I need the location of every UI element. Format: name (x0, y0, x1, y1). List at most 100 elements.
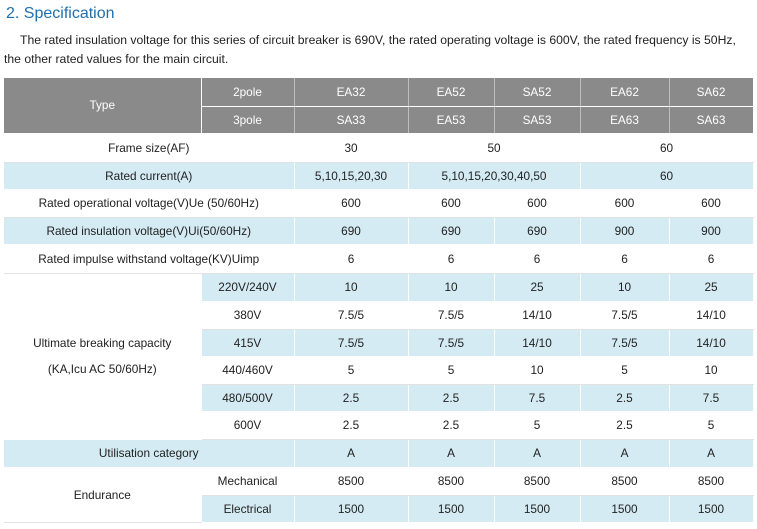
cell-value: 25 (494, 273, 581, 302)
cell-value: 10 (294, 273, 409, 302)
cell-value: 2.5 (294, 411, 409, 440)
cell-value: 8500 (294, 467, 409, 496)
voltage-label: 440/460V (201, 356, 295, 385)
cell-value: 7.5 (494, 384, 581, 412)
cell-value: 5 (669, 411, 754, 440)
model-3pole: SA53 (494, 106, 581, 134)
row-label: Frame size(AF) (4, 133, 295, 163)
model-2pole: EA62 (580, 78, 670, 107)
endurance-label: Endurance (4, 467, 202, 523)
voltage-label: 220V/240V (201, 273, 295, 302)
row-label: Rated insulation voltage(V)Ui(50/60Hz) (4, 217, 295, 245)
row-label: Utilisation category (4, 439, 295, 468)
row-label: Rated operational voltage(V)Ue (50/60Hz) (4, 189, 295, 218)
cell-value: 7.5/5 (294, 301, 409, 330)
cell-value: 2.5 (580, 384, 670, 412)
model-3pole: EA63 (580, 106, 670, 134)
mechanical-row: Endurance Mechanical 8500 8500 8500 8500… (4, 467, 754, 523)
cell-value: 6 (669, 244, 754, 274)
cell-value: 14/10 (669, 301, 754, 330)
cell-value: 10 (669, 356, 754, 385)
ue-row: Rated operational voltage(V)Ue (50/60Hz)… (4, 189, 754, 218)
cell-value: 1500 (294, 495, 409, 523)
cell-value: 7.5/5 (294, 329, 409, 357)
cell-value: 1500 (669, 495, 754, 523)
cell-value: 5,10,15,20,30 (294, 162, 409, 190)
cell-value: 8500 (408, 467, 495, 496)
cell-value: A (669, 439, 754, 468)
ui-row: Rated insulation voltage(V)Ui(50/60Hz) 6… (4, 217, 754, 245)
pole2-label: 2pole (201, 78, 295, 107)
cell-value: 8500 (669, 467, 754, 496)
cell-value: 900 (669, 217, 754, 245)
cell-value: 600 (669, 189, 754, 218)
sub-label: Mechanical (201, 467, 295, 496)
cell-value: 10 (580, 273, 670, 302)
cell-value: 8500 (580, 467, 670, 496)
cell-value: 7.5/5 (580, 329, 670, 357)
cell-value: 690 (408, 217, 495, 245)
cell-value: 5 (294, 356, 409, 385)
cell-value: 600 (580, 189, 670, 218)
breaking-row-220: Ultimate breaking capacity (KA,Icu AC 50… (4, 273, 754, 440)
voltage-label: 600V (201, 411, 295, 440)
cell-value: 7.5/5 (408, 301, 495, 330)
cell-value: 10 (494, 356, 581, 385)
uimp-row: Rated impulse withstand voltage(KV)Uimp … (4, 244, 754, 274)
model-2pole: SA62 (669, 78, 754, 107)
type-header: Type (4, 78, 202, 134)
model-2pole: EA52 (408, 78, 495, 107)
breaking-capacity-label: Ultimate breaking capacity (KA,Icu AC 50… (4, 273, 202, 440)
header-row-2pole: Type 2pole EA32 EA52 SA52 EA62 SA62 (4, 78, 754, 134)
cell-value: 10 (408, 273, 495, 302)
breaking-label-1: Ultimate breaking capacity (33, 336, 172, 350)
section-heading: 2. Specification (6, 5, 115, 22)
row-label: Rated current(A) (4, 162, 295, 190)
cell-value: 5,10,15,20,30,40,50 (408, 162, 581, 190)
cell-value: 14/10 (494, 329, 581, 357)
cell-value: 8500 (494, 467, 581, 496)
pole3-label: 3pole (201, 106, 295, 134)
cell-value: 7.5 (669, 384, 754, 412)
voltage-label: 380V (201, 301, 295, 330)
cell-value: 600 (294, 189, 409, 218)
cell-value: A (494, 439, 581, 468)
cell-value: 600 (494, 189, 581, 218)
cell-value: A (580, 439, 670, 468)
cell-value: 6 (408, 244, 495, 274)
model-2pole: EA32 (294, 78, 409, 107)
cell-value: 690 (494, 217, 581, 245)
cell-value: 7.5/5 (580, 301, 670, 330)
cell-value: 14/10 (494, 301, 581, 330)
voltage-label: 415V (201, 329, 295, 357)
sub-label: Electrical (201, 495, 295, 523)
cell-value: A (294, 439, 409, 468)
cell-value: 5 (580, 356, 670, 385)
cell-value: 6 (494, 244, 581, 274)
specification-table: Type 2pole EA32 EA52 SA52 EA62 SA62 3pol… (4, 78, 754, 523)
utilisation-row: Utilisation category A A A A A (4, 439, 754, 468)
breaking-label-2: (KA,Icu AC 50/60Hz) (47, 362, 157, 376)
frame-size-row: Frame size(AF) 30 50 60 (4, 133, 754, 163)
cell-value: 2.5 (408, 384, 495, 412)
cell-value: 6 (580, 244, 670, 274)
model-2pole: SA52 (494, 78, 581, 107)
breaking-row-440: 440/460V 5 5 10 5 10 (4, 356, 754, 385)
cell-value: 14/10 (669, 329, 754, 357)
cell-value: 60 (580, 133, 754, 163)
row-label: Rated impulse withstand voltage(KV)Uimp (4, 244, 295, 274)
intro-paragraph: The rated insulation voltage for this se… (4, 31, 756, 69)
cell-value: 50 (408, 133, 581, 163)
intro-line-1: The rated insulation voltage for this se… (20, 33, 736, 47)
cell-value: 1500 (494, 495, 581, 523)
cell-value: 1500 (408, 495, 495, 523)
cell-value: 5 (494, 411, 581, 440)
rated-current-row: Rated current(A) 5,10,15,20,30 5,10,15,2… (4, 162, 754, 190)
cell-value: 1500 (580, 495, 670, 523)
voltage-label: 480/500V (201, 384, 295, 412)
cell-value: 6 (294, 244, 409, 274)
header-row-3pole: 3pole SA33 EA53 SA53 EA63 SA63 (4, 106, 754, 134)
model-3pole: EA53 (408, 106, 495, 134)
cell-value: 7.5/5 (408, 329, 495, 357)
model-3pole: SA63 (669, 106, 754, 134)
